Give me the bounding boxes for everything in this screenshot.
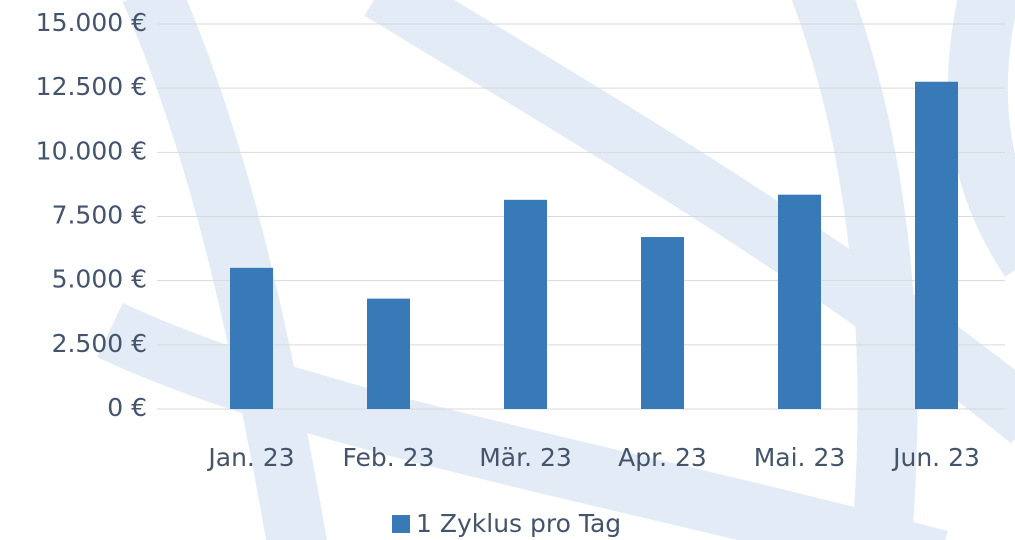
x-tick-label: Mai. 23 [754, 443, 846, 472]
bar [778, 195, 821, 409]
y-tick-label: 10.000 € [36, 136, 147, 165]
y-tick-label: 5.000 € [52, 265, 147, 294]
y-tick-label: 12.500 € [36, 72, 147, 101]
bar [230, 268, 273, 409]
bar [367, 299, 410, 409]
x-tick-label: Jun. 23 [891, 443, 980, 472]
y-tick-label: 15.000 € [36, 8, 147, 37]
bar [641, 237, 684, 409]
chart: 0 € 2.500 € 5.000 € 7.500 € 10.000 € 12.500 €… [0, 0, 1015, 540]
legend-swatch [392, 515, 410, 533]
x-tick-label: Jan. 23 [206, 443, 294, 472]
x-tick-label: Feb. 23 [343, 443, 435, 472]
y-tick-label: 7.500 € [52, 201, 147, 230]
x-tick-label: Mär. 23 [479, 443, 572, 472]
legend-label: 1 Zyklus pro Tag [416, 509, 621, 538]
x-tick-label: Apr. 23 [618, 443, 707, 472]
bar [504, 200, 547, 409]
page: {"chart_data": {"type": "bar", "categori… [0, 0, 1015, 540]
bar [915, 82, 958, 409]
y-tick-label: 2.500 € [52, 329, 147, 358]
y-tick-label: 0 € [107, 393, 147, 422]
